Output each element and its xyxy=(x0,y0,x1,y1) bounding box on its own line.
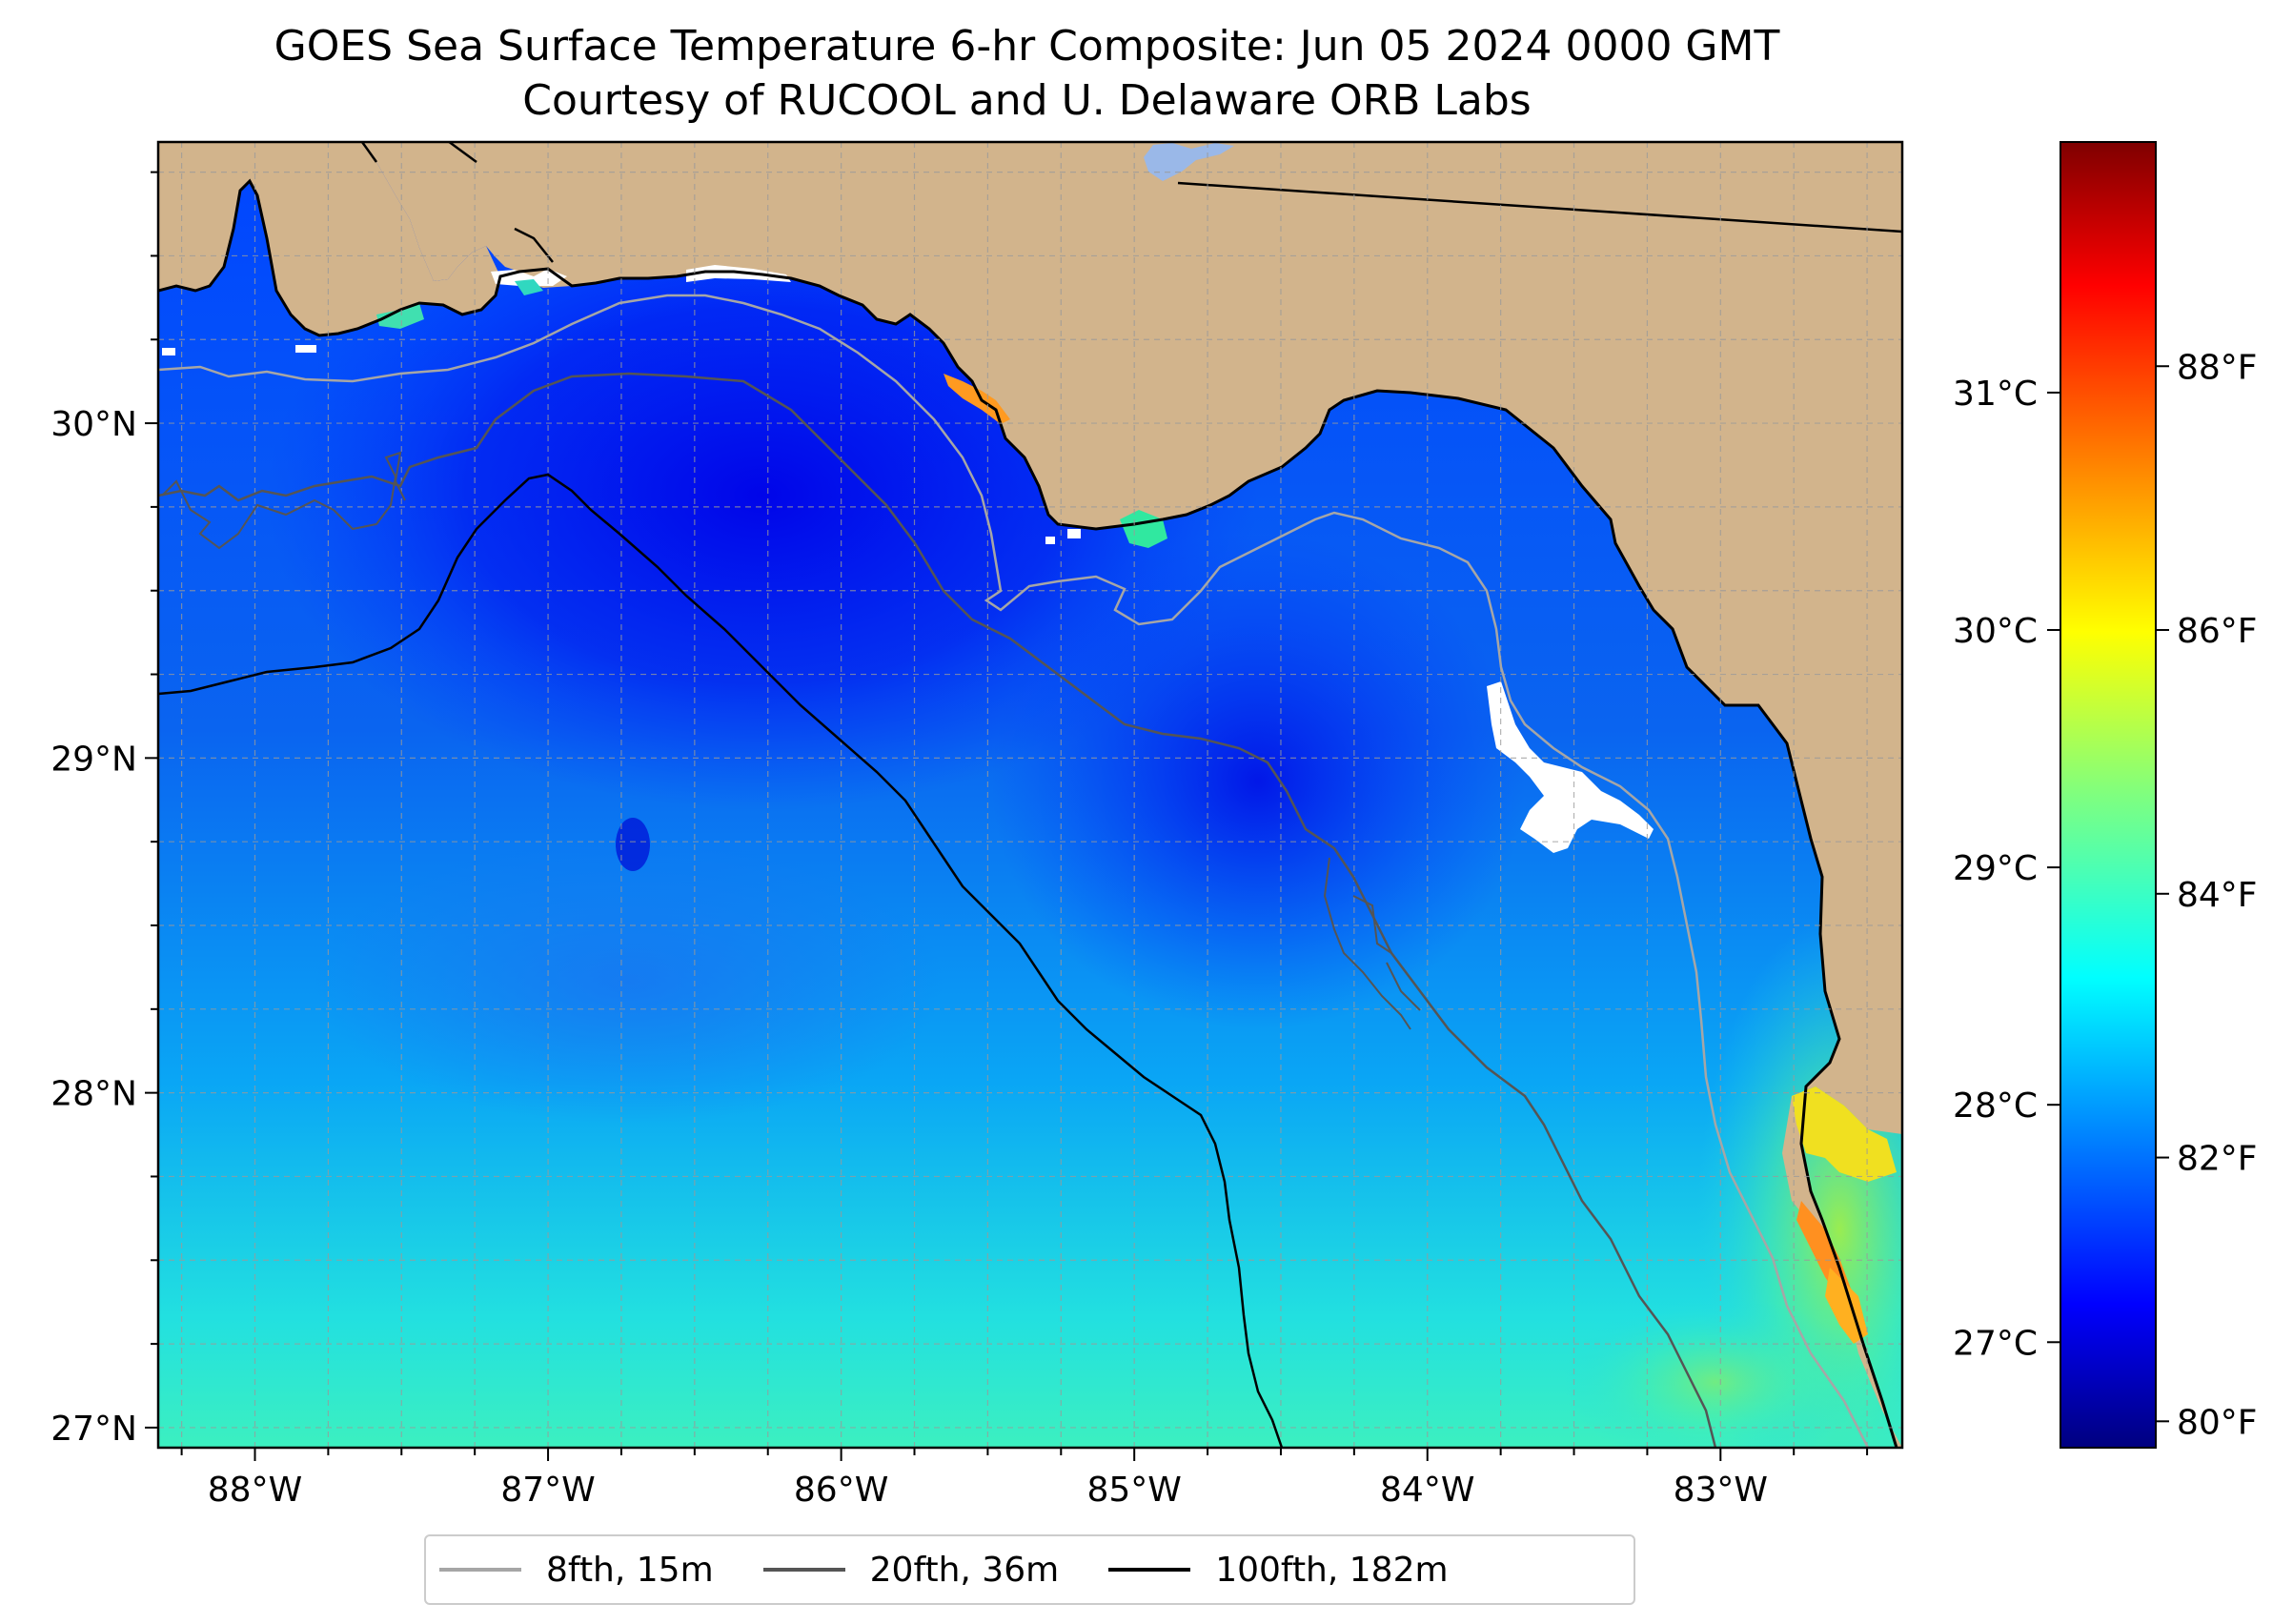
lon-tick-label: 85°W xyxy=(1086,1471,1181,1510)
isobath-legend: 8fth, 15m 20fth, 36m 100fth, 182m xyxy=(424,1534,1635,1605)
legend-label-100fth: 100fth, 182m xyxy=(1215,1550,1449,1590)
celsius-tick-label: 28°C xyxy=(1953,1086,2038,1126)
isobath-20fth xyxy=(158,372,1717,1448)
legend-label-20fth: 20fth, 36m xyxy=(869,1550,1060,1590)
gridlines xyxy=(158,142,1902,1448)
legend-item-8fth: 8fth, 15m xyxy=(439,1551,714,1590)
lon-tick-label: 86°W xyxy=(794,1471,888,1510)
cold-water-core-east xyxy=(991,534,1525,1029)
celsius-tick-label: 27°C xyxy=(1953,1324,2038,1363)
colorbar-celsius-axis: 27°C 28°C 29°C 30°C 31°C xyxy=(1953,375,2060,1363)
fahrenheit-tick-label: 82°F xyxy=(2177,1140,2258,1179)
mid-water-patch xyxy=(315,839,944,1125)
colorbar: 27°C 28°C 29°C 30°C 31°C 80°F 82°F 84°F 86°F 88°… xyxy=(1953,141,2258,1449)
legend-item-20fth: 20fth, 36m xyxy=(762,1550,1060,1590)
lon-tick-label: 88°W xyxy=(208,1471,302,1510)
lon-tick-label: 87°W xyxy=(500,1471,595,1510)
state-border xyxy=(1177,181,1902,233)
legend-swatch-100fth xyxy=(1108,1568,1191,1572)
colorbar-fahrenheit-axis: 80°F 82°F 84°F 86°F 88°F xyxy=(2156,348,2258,1442)
fahrenheit-tick-label: 80°F xyxy=(2177,1403,2258,1442)
lat-tick-label: 28°N xyxy=(51,1075,137,1114)
legend-swatch-8fth xyxy=(439,1568,521,1572)
lat-tick-label: 30°N xyxy=(51,405,137,444)
lon-tick-label: 84°W xyxy=(1380,1471,1474,1510)
map-panel xyxy=(158,142,1902,1448)
colorbar-gradient xyxy=(2060,142,2156,1448)
celsius-tick-label: 29°C xyxy=(1953,849,2038,888)
longitude-axis: 88°W 87°W 86°W 85°W 84°W 83°W xyxy=(180,1448,1869,1510)
map-title: GOES Sea Surface Temperature 6-hr Compos… xyxy=(274,22,1780,71)
isobath-100fth xyxy=(158,473,1284,1448)
legend-label-8fth: 8fth, 15m xyxy=(546,1550,714,1590)
fahrenheit-tick-label: 86°F xyxy=(2177,612,2258,651)
celsius-tick-label: 30°C xyxy=(1953,612,2038,651)
isobath-8fth xyxy=(158,294,1870,1448)
lat-tick-label: 27°N xyxy=(51,1410,137,1449)
lon-tick-label: 83°W xyxy=(1674,1471,1768,1510)
coast-inner xyxy=(360,142,554,263)
land-mass xyxy=(158,142,1902,1448)
coastline xyxy=(158,178,1898,1448)
map-subtitle: Courtesy of RUCOOL and U. Delaware ORB L… xyxy=(522,76,1532,125)
celsius-tick-label: 31°C xyxy=(1953,375,2038,414)
colorbar-frame xyxy=(2060,141,2157,1449)
fahrenheit-tick-label: 88°F xyxy=(2177,348,2258,387)
map-frame xyxy=(156,140,1904,1450)
cold-spot xyxy=(616,818,650,871)
latitude-axis: 27°N 28°N 29°N 30°N xyxy=(51,171,158,1449)
isobath-inner-20fth xyxy=(161,451,1421,1030)
legend-item-100fth: 100fth, 182m xyxy=(1108,1550,1449,1590)
fahrenheit-tick-label: 84°F xyxy=(2177,876,2258,915)
land-west xyxy=(158,142,500,335)
lat-tick-label: 29°N xyxy=(51,740,137,779)
lake xyxy=(1144,143,1234,181)
legend-swatch-20fth xyxy=(762,1568,845,1572)
